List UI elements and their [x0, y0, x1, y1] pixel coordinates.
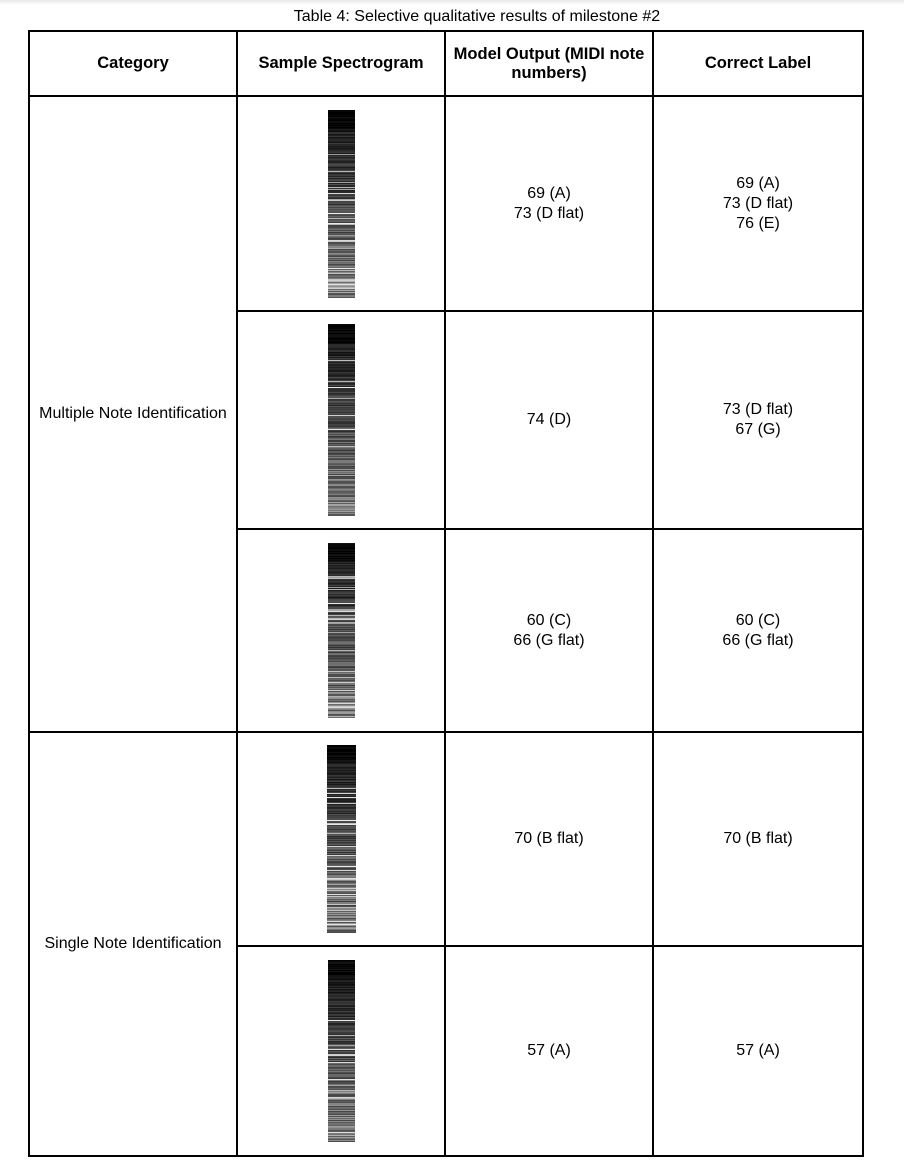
model-output-cell: 70 (B flat): [444, 731, 654, 947]
correct-label-cell: 69 (A) 73 (D flat) 76 (E): [652, 95, 864, 312]
correct-label-cell: 60 (C) 66 (G flat): [652, 528, 864, 733]
model-output-line: 69 (A): [527, 184, 571, 202]
header-sample-spectrogram: Sample Spectrogram: [236, 30, 446, 97]
table-row: Single Note Identification 70 (B flat) 7…: [28, 731, 864, 1157]
category-cell: Multiple Note Identification: [28, 95, 238, 733]
table-row: 74 (D) 73 (D flat) 67 (G): [29, 310, 864, 530]
table-row: Multiple Note Identification 69 (A) 73 (…: [28, 95, 864, 733]
correct-label-cell: 57 (A): [652, 945, 864, 1157]
spectrogram-cell: [236, 731, 446, 947]
correct-label-line: 73 (D flat): [722, 401, 794, 418]
spectrogram-cell: [236, 310, 446, 530]
spectrogram-image: [327, 324, 355, 516]
model-output-line: 70 (B flat): [514, 830, 584, 847]
model-output-line: 66 (G flat): [513, 631, 585, 649]
model-output-line: 74 (D): [526, 411, 572, 428]
header-correct-label: Correct Label: [652, 30, 864, 97]
correct-label-line: 76 (E): [736, 214, 780, 232]
correct-label-line: 60 (C): [735, 611, 781, 629]
model-output-line: 60 (C): [526, 611, 572, 629]
spectrogram-cell: [236, 528, 446, 733]
results-table: Category Sample Spectrogram Model Output…: [28, 30, 864, 1157]
correct-label-line: 73 (D flat): [722, 194, 794, 212]
model-output-line: 57 (A): [527, 1042, 571, 1059]
table-caption: Table 4: Selective qualitative results o…: [293, 8, 661, 25]
top-divider: [0, 0, 904, 5]
model-output-cell: 60 (C) 66 (G flat): [444, 528, 654, 733]
spectrogram-image: [327, 109, 355, 298]
spectrogram-image: [327, 960, 355, 1142]
model-output-line: 73 (D flat): [513, 204, 585, 222]
header-row: Category Sample Spectrogram Model Output…: [28, 30, 864, 97]
correct-label-line: 69 (A): [736, 174, 780, 192]
category-cell: Single Note Identification: [28, 731, 238, 1157]
correct-label-line: 57 (A): [736, 1042, 780, 1059]
model-output-cell: 69 (A) 73 (D flat): [444, 95, 654, 312]
table-row: 57 (A) 57 (A): [29, 945, 864, 1157]
spectrogram-cell: [236, 945, 446, 1157]
correct-label-line: 70 (B flat): [723, 830, 793, 847]
model-output-cell: 74 (D): [444, 310, 654, 530]
correct-label-line: 67 (G): [735, 421, 781, 438]
spectrogram-image: [326, 745, 356, 933]
header-model-output: Model Output (MIDI note numbers): [444, 30, 654, 97]
correct-label-line: 66 (G flat): [722, 631, 794, 649]
spectrogram-cell: [236, 95, 446, 312]
model-output-cell: 57 (A): [444, 945, 654, 1157]
table-row: 60 (C) 66 (G flat) 60 (C) 66 (G flat): [29, 528, 864, 733]
correct-label-cell: 73 (D flat) 67 (G): [652, 310, 864, 530]
header-category: Category: [28, 30, 238, 97]
correct-label-cell: 70 (B flat): [652, 731, 864, 947]
spectrogram-image: [327, 543, 355, 718]
